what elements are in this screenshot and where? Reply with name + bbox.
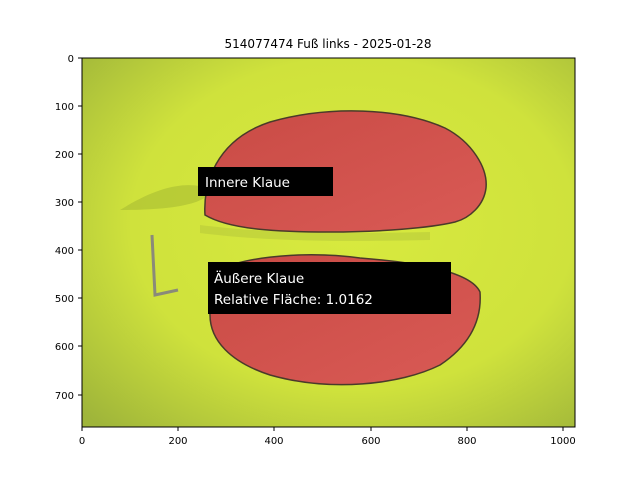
x-axis: 0 200 400 600 800 1000	[79, 427, 576, 447]
figure-title: 514077474 Fuß links - 2025-01-28	[225, 37, 432, 51]
x-tick-label: 0	[79, 436, 85, 447]
y-tick-label: 100	[55, 102, 74, 113]
y-tick-label: 600	[55, 342, 74, 353]
pen-mark	[150, 234, 179, 297]
y-tick-label: 700	[55, 391, 74, 402]
outer-claw-label-line2: Relative Fläche: 1.0162	[214, 292, 373, 308]
outer-claw-label-line1: Äußere Klaue	[214, 269, 304, 287]
y-tick-label: 500	[55, 294, 74, 305]
photo-crease	[120, 185, 212, 210]
x-tick-label: 200	[168, 436, 187, 447]
x-tick-label: 400	[264, 436, 283, 447]
x-tick-label: 600	[361, 436, 380, 447]
x-tick-label: 800	[457, 436, 476, 447]
y-tick-label: 200	[55, 150, 74, 161]
inner-claw-overlay	[204, 110, 487, 233]
inner-claw-label: Innere Klaue	[198, 167, 333, 196]
outer-claw-label: Äußere Klaue Relative Fläche: 1.0162	[208, 262, 451, 314]
outer-claw-label-box	[208, 262, 451, 314]
y-tick-label: 0	[68, 54, 74, 65]
inner-claw-label-text: Innere Klaue	[205, 175, 290, 191]
y-tick-label: 400	[55, 246, 74, 257]
y-axis: 0 100 200 300 400 500 600 700	[55, 54, 82, 402]
axes-frame	[81, 57, 576, 428]
photo: Innere Klaue Äußere Klaue Relative Fläch…	[81, 57, 576, 428]
y-tick-label: 300	[55, 198, 74, 209]
inner-claw-label-box	[198, 167, 333, 196]
x-tick-label: 1000	[550, 436, 575, 447]
